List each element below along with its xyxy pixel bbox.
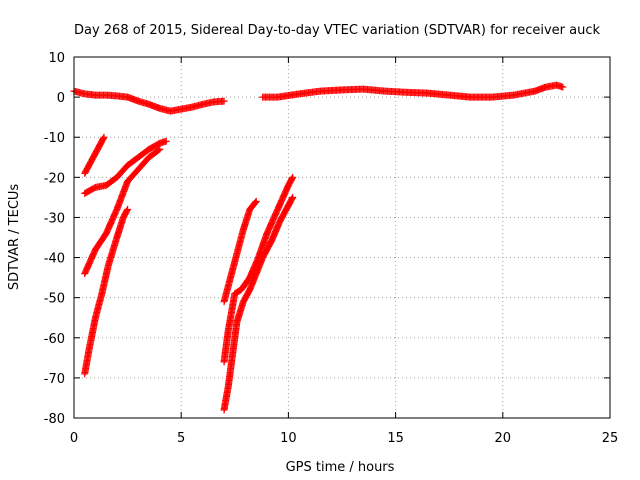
series-arc-d	[81, 205, 132, 378]
series-arc-c	[81, 145, 164, 278]
y-tick-label: -20	[44, 171, 65, 186]
data-point	[99, 134, 107, 142]
chart-title: Day 268 of 2015, Sidereal Day-to-day VTE…	[74, 23, 600, 38]
y-tick-label: -50	[44, 292, 65, 307]
y-tick-label: -10	[44, 131, 65, 146]
series-arc-b	[81, 137, 170, 197]
data-point	[559, 83, 567, 91]
x-tick-label: 25	[602, 431, 619, 446]
plot-frame	[73, 56, 611, 419]
x-tick-label: 5	[177, 431, 185, 446]
y-tick-label: -40	[44, 252, 65, 267]
data-point	[162, 137, 170, 145]
y-axis-label: SDTVAR / TECUs	[7, 184, 22, 291]
grid	[74, 57, 610, 418]
x-tick-label: 15	[387, 431, 404, 446]
data-point	[288, 195, 296, 203]
series-arc-a	[81, 133, 108, 177]
x-tick-label: 10	[280, 431, 297, 446]
series-arc-e	[220, 197, 260, 306]
y-tick-label: 10	[48, 51, 65, 66]
y-tick-label: -60	[44, 332, 65, 347]
series-near-zero-arc-1	[70, 87, 228, 115]
data-point	[100, 133, 108, 141]
data-point	[289, 193, 297, 201]
x-tick-label: 20	[495, 431, 512, 446]
data-point	[288, 174, 296, 182]
data-point	[251, 198, 259, 206]
series-near-zero-arc-2	[259, 81, 567, 101]
data-point	[289, 173, 297, 181]
data-point	[220, 97, 228, 105]
y-tick-label: -70	[44, 372, 65, 387]
data-point	[252, 197, 260, 205]
series-arc-g	[220, 193, 297, 414]
data-point	[155, 146, 163, 154]
data-points	[70, 81, 567, 414]
data-point	[156, 145, 164, 153]
data-point	[123, 207, 131, 215]
data-point	[124, 205, 132, 213]
series-arc-f	[220, 173, 297, 366]
x-axis-ticks: 0 5 10 15 20 25	[70, 57, 618, 446]
y-axis-ticks: 10 0 -10 -20 -30 -40 -50 -60 -70 -80	[44, 51, 610, 427]
x-axis-label: GPS time / hours	[286, 460, 395, 475]
y-tick-label: -80	[44, 412, 65, 427]
y-tick-label: 0	[57, 91, 65, 106]
y-tick-label: -30	[44, 211, 65, 226]
x-tick-label: 0	[70, 431, 78, 446]
